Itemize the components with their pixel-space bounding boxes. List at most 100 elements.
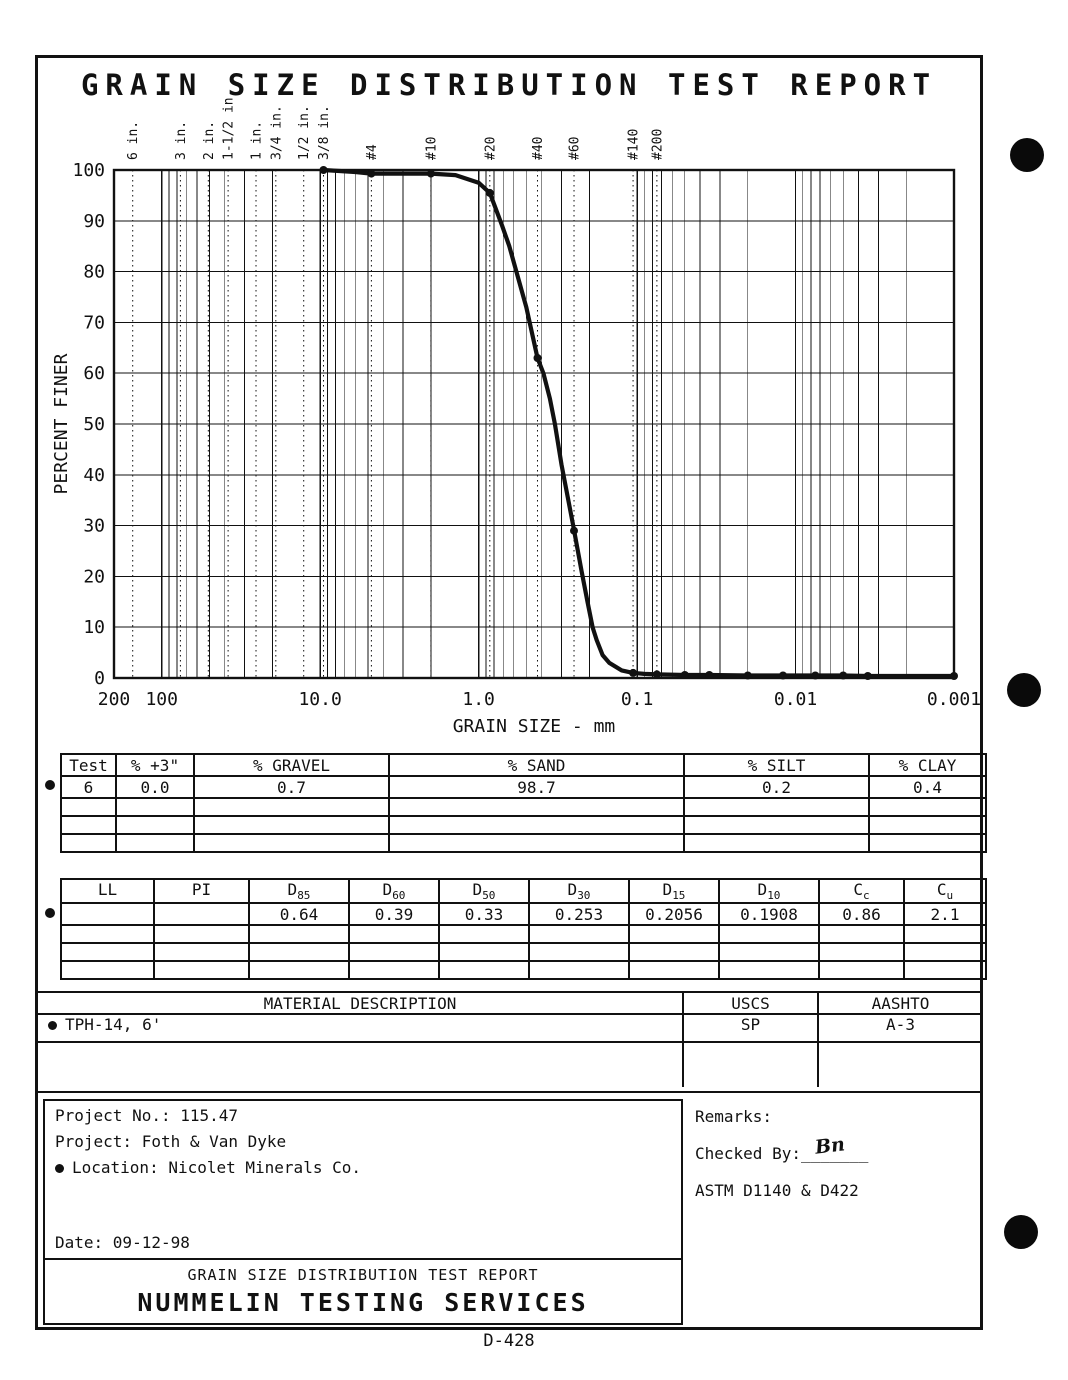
cell-cc: 0.86 [818, 902, 905, 927]
empty-row [60, 942, 987, 963]
data-points [319, 166, 958, 680]
cell-d50: 0.33 [438, 902, 530, 927]
data-point [533, 354, 542, 362]
col-header-d15: D15 [628, 877, 720, 905]
empty-row [60, 960, 987, 981]
col-header-gravel: % GRAVEL [193, 753, 390, 777]
sieve-label: 6 in. [126, 121, 141, 160]
binder-hole [1010, 138, 1044, 172]
data-point [779, 671, 787, 680]
col-header-plus3: % +3" [115, 753, 195, 777]
cell-d10: 0.1908 [718, 902, 820, 927]
col-header-test: Test [60, 753, 117, 777]
cell-d15: 0.2056 [628, 902, 720, 927]
y-tick-label: 30 [83, 516, 105, 537]
distribution-curve [321, 167, 957, 679]
sieve-label: #20 [483, 137, 498, 160]
cell-pi [153, 902, 250, 927]
empty-row [38, 1041, 982, 1087]
sieve-label: #10 [424, 137, 439, 160]
sieve-label: 1/2 in. [297, 105, 312, 160]
sieve-label: #200 [650, 129, 665, 160]
data-point [426, 169, 435, 178]
y-tick-label: 80 [83, 262, 105, 283]
fractions-header-row: Test % +3" % GRAVEL % SAND % SILT % CLAY [60, 753, 987, 777]
plot-border [112, 168, 956, 680]
sieve-label: #4 [365, 144, 380, 160]
fractions-table: Test % +3" % GRAVEL % SAND % SILT % CLAY… [60, 753, 987, 853]
x-tick-label: 100 [145, 689, 178, 710]
sieve-label: 1 in. [250, 121, 265, 160]
chart-gridlines [113, 169, 955, 679]
x-tick-label: 10.0 [298, 689, 341, 710]
y-axis-title: PERCENT FINER [51, 353, 72, 494]
col-header-material: MATERIAL DESCRIPTION [38, 991, 684, 1015]
cell-cu: 2.1 [903, 902, 987, 927]
sieve-label: 2 in. [202, 121, 217, 160]
binder-hole [1007, 673, 1041, 707]
sieve-label: 1-1/2 in. [222, 90, 237, 160]
cell-d30: 0.253 [528, 902, 630, 927]
x-tick-label: 0.1 [621, 689, 654, 710]
col-header-uscs: USCS [682, 991, 819, 1015]
sieve-label: #140 [627, 129, 642, 160]
page-border: GRAIN SIZE DISTRIBUTION TEST REPORT 0 10 2… [35, 55, 987, 1330]
page-title: GRAIN SIZE DISTRIBUTION TEST REPORT [80, 68, 938, 102]
col-header-silt: % SILT [683, 753, 870, 777]
material-header-row: MATERIAL DESCRIPTION USCS AASHTO [38, 991, 982, 1015]
col-header-d50: D50 [438, 877, 530, 905]
cell-ll [60, 902, 155, 927]
series-marker-icon [55, 1164, 64, 1173]
data-point [811, 671, 820, 680]
cell-silt: 0.2 [683, 775, 870, 799]
data-point [863, 672, 872, 680]
footer-section: Project No.: 115.47 Project: Foth & Van … [38, 1091, 980, 1330]
sieve-label: 3 in. [174, 121, 189, 160]
col-header-cu: Cu [903, 877, 987, 905]
data-point [367, 169, 376, 178]
y-tick-label: 70 [83, 312, 105, 333]
data-point [485, 188, 494, 197]
left-box-footer: Date: 09-12-98 GRAIN SIZE DISTRIBUTION T… [45, 1229, 681, 1323]
data-point [705, 671, 714, 679]
empty-row [60, 924, 987, 945]
y-tick-label: 10 [83, 617, 105, 638]
data-point [629, 668, 638, 677]
material-table: MATERIAL DESCRIPTION USCS AASHTO TPH-14,… [38, 991, 982, 1087]
empty-row [60, 797, 987, 817]
col-header-d85: D85 [248, 877, 350, 905]
footer-report-title: GRAIN SIZE DISTRIBUTION TEST REPORT [187, 1266, 539, 1284]
col-header-d60: D60 [348, 877, 440, 905]
y-tick-label: 100 [72, 160, 105, 181]
checked-by-line: Checked By:_______ Bn [695, 1133, 869, 1163]
remarks-column: Remarks: Checked By:_______ Bn ASTM D1140… [695, 1101, 975, 1212]
data-point [743, 671, 752, 680]
cell-test: 6 [60, 775, 117, 799]
y-tick-label: 90 [83, 211, 105, 232]
project-no-line: Project No.: 115.47 [55, 1106, 239, 1125]
parameters-data-row: 0.64 0.39 0.33 0.253 0.2056 0.1908 0.86 … [60, 902, 987, 927]
cell-uscs: SP [682, 1013, 819, 1043]
x-axis-title: GRAIN SIZE - mm [453, 716, 616, 737]
x-tick-label: 200 [98, 689, 131, 710]
cell-sand: 98.7 [388, 775, 685, 799]
x-tick-label: 0.01 [774, 689, 817, 710]
binder-hole [1004, 1215, 1038, 1249]
y-tick-label: 60 [83, 363, 105, 384]
doc-code: D-428 [483, 1331, 535, 1351]
sieve-lines: 6 in. 3 in. 2 in. 1-1/2 in. 1 in. 3/4 in. 1/2 … [126, 90, 665, 678]
col-header-ll: LL [60, 877, 155, 905]
remarks-label: Remarks: [695, 1107, 773, 1126]
cell-d85: 0.64 [248, 902, 350, 927]
chart-area: 0 10 20 30 40 50 60 70 80 90 100 200 100 10.0 1.0 0.1 0.… [46, 90, 982, 740]
sieve-label: 3/4 in. [269, 105, 284, 160]
series-marker-icon [45, 908, 55, 918]
x-tick-label: 1.0 [462, 689, 495, 710]
cell-clay: 0.4 [868, 775, 987, 799]
sieve-label: 3/8 in. [317, 105, 332, 160]
data-point [950, 672, 958, 680]
project-line: Project: Foth & Van Dyke [55, 1132, 287, 1151]
col-header-sand: % SAND [388, 753, 685, 777]
data-point [652, 670, 661, 679]
